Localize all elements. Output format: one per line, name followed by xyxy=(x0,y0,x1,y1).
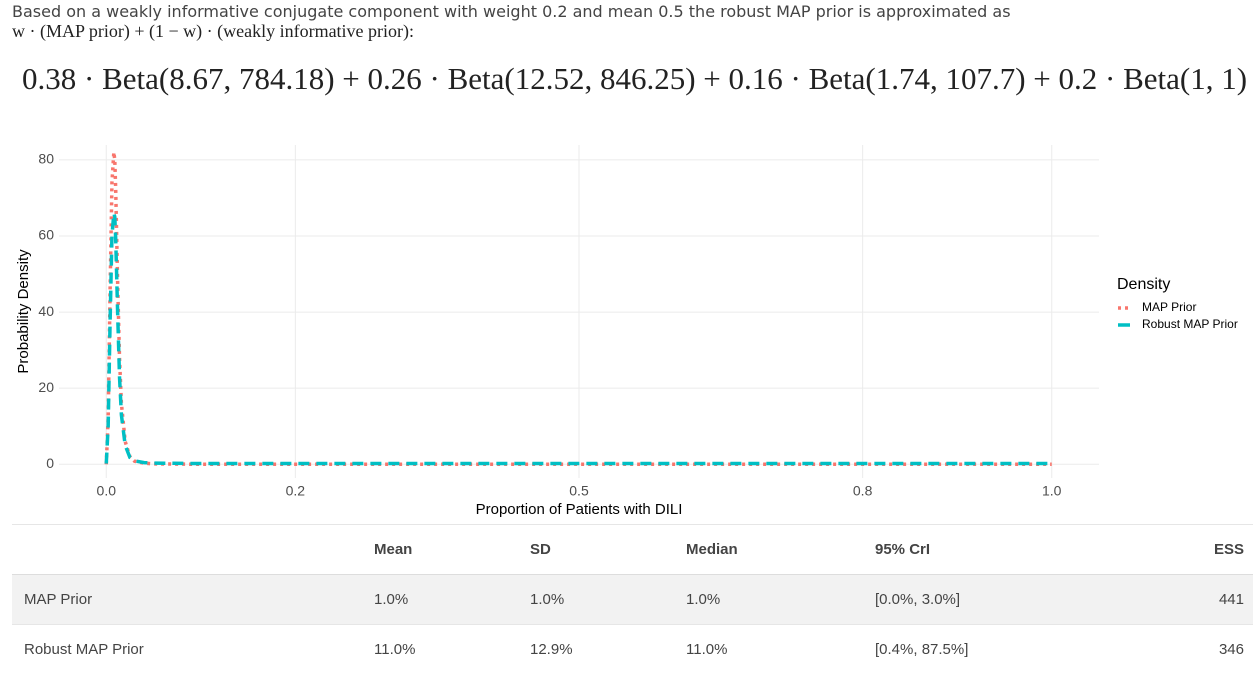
cell: 346 xyxy=(1135,625,1253,674)
chart: 0 20 40 60 80 0.0 0.2 0.5 0.8 1.0 Proportion of Pa… xyxy=(0,0,1253,520)
header-cell: SD xyxy=(518,525,674,575)
legend-label: Robust MAP Prior xyxy=(1142,317,1238,331)
cell: 12.9% xyxy=(518,625,674,674)
row: MAP Prior 1.0% 1.0% 1.0% [0.0%, 3.0%] 44… xyxy=(12,575,1253,625)
legend-label: MAP Prior xyxy=(1142,300,1196,314)
x-tick-label: 0.5 xyxy=(569,483,589,499)
row: Robust MAP Prior 11.0% 12.9% 11.0% [0.4%… xyxy=(12,625,1253,674)
header-cell: 95% CrI xyxy=(863,525,1135,575)
x-tick-label: 0.2 xyxy=(286,483,306,499)
cell: [0.4%, 87.5%] xyxy=(863,625,1135,674)
cell: 1.0% xyxy=(674,575,863,625)
cell: 11.0% xyxy=(674,625,863,674)
header-cell: Median xyxy=(674,525,863,575)
header-cell xyxy=(12,525,362,575)
header-cell: ESS xyxy=(1135,525,1253,575)
y-axis-title: Probability Density xyxy=(15,249,32,374)
cell: 11.0% xyxy=(362,625,518,674)
x-tick-label: 0.0 xyxy=(97,483,117,499)
cell: [0.0%, 3.0%] xyxy=(863,575,1135,625)
legend-title: Density xyxy=(1117,276,1170,293)
y-tick-label: 80 xyxy=(38,151,54,167)
cell: 1.0% xyxy=(362,575,518,625)
y-tick-label: 20 xyxy=(38,379,54,395)
summary-table: Mean SD Median 95% CrI ESS MAP Prior 1.0… xyxy=(12,524,1253,674)
y-tick-label: 60 xyxy=(38,227,54,243)
x-tick-label: 0.8 xyxy=(853,483,873,499)
header-cell: Mean xyxy=(362,525,518,575)
x-tick-label: 1.0 xyxy=(1042,483,1062,499)
cell: 441 xyxy=(1135,575,1253,625)
y-tick-label: 0 xyxy=(46,455,54,471)
row-label: MAP Prior xyxy=(12,575,362,625)
x-axis-title: Proportion of Patients with DILI xyxy=(476,501,683,518)
row-label: Robust MAP Prior xyxy=(12,625,362,674)
header-row: Mean SD Median 95% CrI ESS xyxy=(12,525,1253,575)
y-tick-label: 40 xyxy=(38,303,54,319)
cell: 1.0% xyxy=(518,575,674,625)
